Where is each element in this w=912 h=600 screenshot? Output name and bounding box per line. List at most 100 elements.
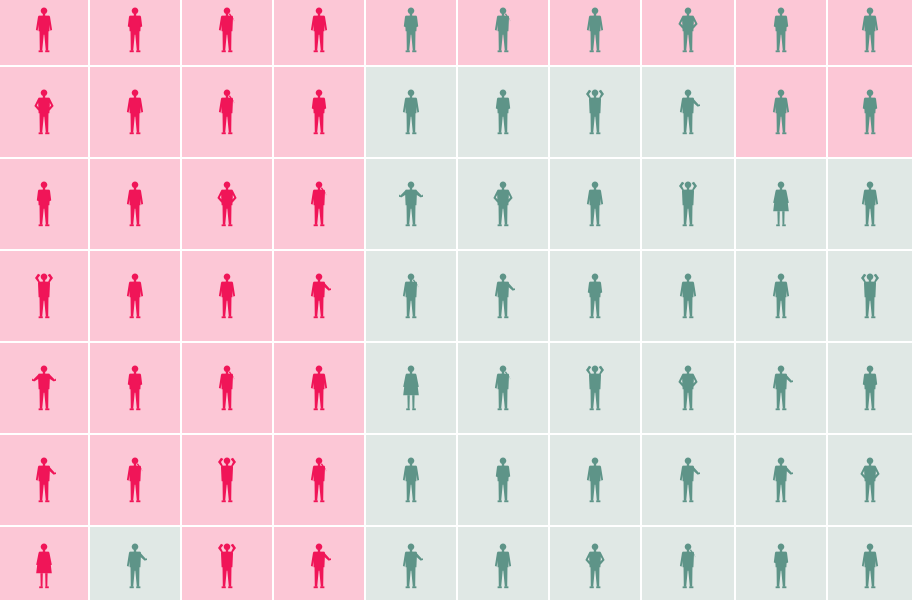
grid-cell: [182, 159, 272, 249]
grid-cell: [642, 527, 734, 600]
grid-cell: [90, 251, 180, 341]
person-silhouette-icon: [772, 89, 790, 135]
person-silhouette-icon: [861, 273, 879, 319]
grid-cell: [550, 343, 640, 433]
grid-cell: [550, 67, 640, 157]
person-silhouette-icon: [494, 7, 511, 53]
grid-cell: [458, 0, 548, 65]
grid-cell: [182, 343, 272, 433]
person-silhouette-icon: [773, 7, 789, 53]
grid-cell: [90, 0, 180, 65]
grid-cell: [274, 0, 364, 65]
grid-cell: [736, 159, 826, 249]
grid-cell: [736, 251, 826, 341]
grid-cell: [0, 251, 88, 341]
grid-cell: [90, 159, 180, 249]
grid-cell: [458, 343, 548, 433]
grid-cell: [366, 0, 456, 65]
grid-cell: [642, 435, 734, 525]
person-silhouette-icon: [586, 7, 604, 53]
grid-cell: [274, 435, 364, 525]
grid-cell: [642, 159, 734, 249]
grid-cell: [274, 159, 364, 249]
grid-cell: [550, 527, 640, 600]
person-silhouette-icon: [127, 7, 143, 53]
person-silhouette-icon: [494, 273, 515, 319]
grid-cell: [828, 159, 912, 249]
grid-cell: [182, 435, 272, 525]
person-silhouette-icon: [679, 543, 696, 589]
person-silhouette-icon: [310, 543, 331, 589]
person-silhouette-icon: [772, 365, 793, 411]
person-silhouette-icon: [126, 543, 147, 589]
grid-cell: [828, 0, 912, 65]
person-silhouette-icon: [495, 457, 511, 503]
person-silhouette-icon: [35, 7, 53, 53]
grid-cell: [458, 159, 548, 249]
person-silhouette-icon: [678, 365, 698, 411]
grid-cell: [642, 67, 734, 157]
grid-cell: [828, 435, 912, 525]
grid-cell: [736, 343, 826, 433]
person-silhouette-icon: [218, 7, 235, 53]
person-silhouette-icon: [403, 7, 419, 53]
grid-cell: [274, 343, 364, 433]
person-silhouette-icon: [126, 457, 143, 503]
person-silhouette-icon: [493, 181, 513, 227]
grid-cell: [274, 67, 364, 157]
person-silhouette-icon: [34, 89, 54, 135]
grid-cell: [366, 435, 456, 525]
person-silhouette-icon: [36, 543, 52, 589]
grid-cell: [550, 0, 640, 65]
person-silhouette-icon: [402, 457, 420, 503]
grid-cell: [90, 67, 180, 157]
person-silhouette-icon: [126, 89, 144, 135]
person-silhouette-icon: [310, 181, 327, 227]
person-silhouette-icon: [126, 181, 144, 227]
person-silhouette-icon: [403, 365, 419, 411]
grid-cell: [736, 527, 826, 600]
grid-cell: [458, 435, 548, 525]
person-silhouette-icon: [217, 181, 237, 227]
person-silhouette-icon: [861, 7, 879, 53]
person-silhouette-icon: [862, 89, 878, 135]
grid-cell: [182, 0, 272, 65]
person-silhouette-icon: [772, 457, 793, 503]
person-silhouette-icon: [860, 457, 880, 503]
person-silhouette-icon: [127, 365, 143, 411]
person-silhouette-icon: [36, 181, 52, 227]
person-silhouette-icon: [310, 7, 328, 53]
grid-cell: [736, 0, 826, 65]
grid-cell: [828, 251, 912, 341]
grid-cell: [550, 159, 640, 249]
person-silhouette-icon: [772, 273, 790, 319]
person-silhouette-icon: [679, 181, 697, 227]
person-silhouette-icon: [218, 543, 236, 589]
person-silhouette-icon: [218, 273, 236, 319]
person-silhouette-icon: [586, 457, 604, 503]
person-silhouette-icon: [218, 365, 235, 411]
grid-cell: [0, 343, 88, 433]
person-silhouette-icon: [861, 181, 879, 227]
grid-cell: [366, 251, 456, 341]
person-silhouette-icon: [679, 89, 700, 135]
person-silhouette-icon: [310, 273, 331, 319]
grid-cell: [366, 527, 456, 600]
person-silhouette-icon: [310, 457, 327, 503]
grid-cell: [182, 67, 272, 157]
person-silhouette-icon: [402, 273, 419, 319]
grid-cell: [0, 159, 88, 249]
grid-cell: [182, 527, 272, 600]
grid-cell: [458, 251, 548, 341]
person-silhouette-icon: [586, 365, 604, 411]
person-silhouette-icon: [495, 89, 511, 135]
person-silhouette-icon: [218, 89, 235, 135]
person-silhouette-icon: [402, 89, 420, 135]
grid-cell: [642, 251, 734, 341]
person-silhouette-icon: [861, 543, 879, 589]
grid-cell: [642, 0, 734, 65]
grid-cell: [736, 435, 826, 525]
person-silhouette-icon: [402, 543, 423, 589]
person-silhouette-icon: [32, 365, 56, 411]
person-silhouette-icon: [587, 273, 603, 319]
